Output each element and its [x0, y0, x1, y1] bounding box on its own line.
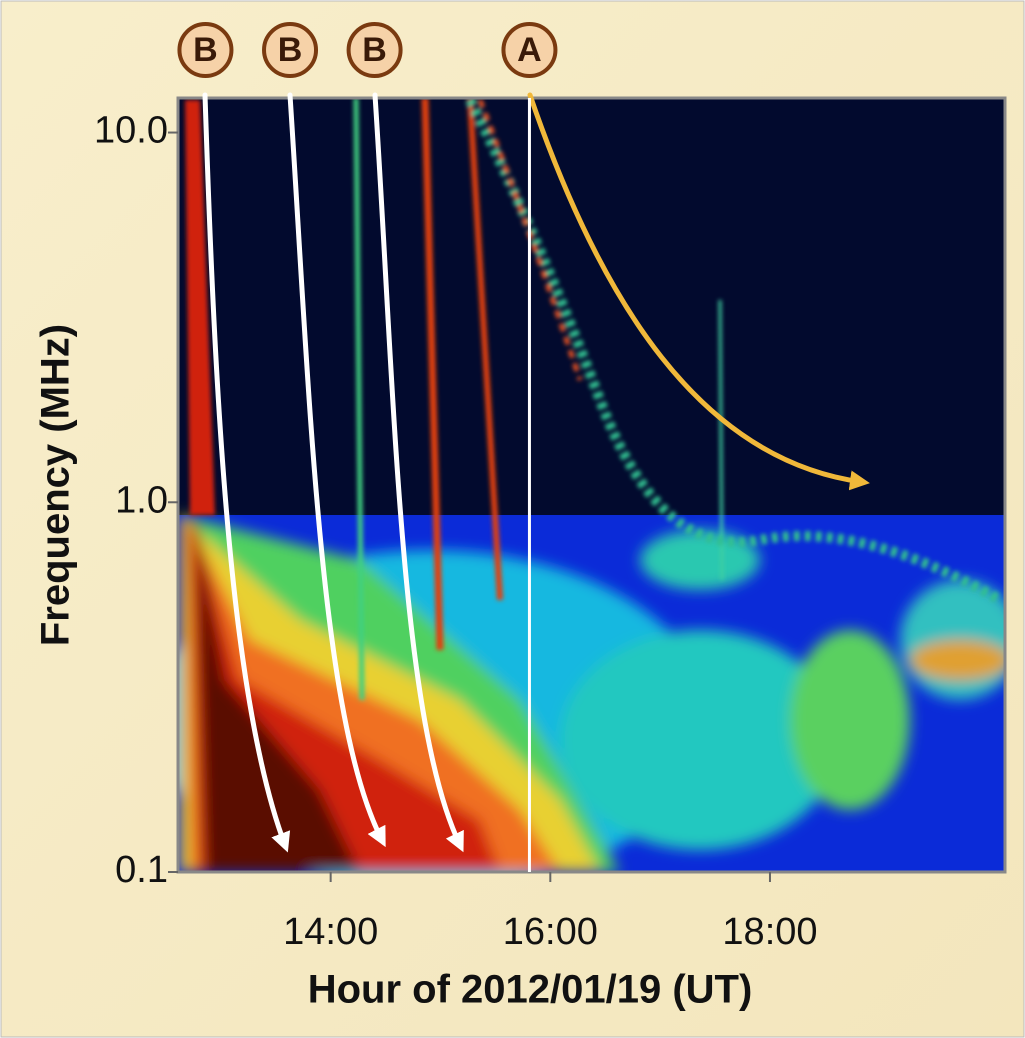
- x-tick-label: 16:00: [503, 911, 598, 953]
- annotation-marker: [177, 22, 234, 78]
- annotation-marker: [262, 22, 319, 78]
- annotation-marker: [501, 22, 558, 78]
- y-axis-title: Frequency (MHz): [34, 324, 78, 646]
- annotation-marker: [346, 22, 403, 78]
- annotation-label: B: [362, 31, 387, 69]
- annotation-label: A: [517, 31, 542, 69]
- plot-frame: [176, 96, 1007, 874]
- spectrogram: [178, 98, 1005, 872]
- y-tick-label: 1.0: [115, 479, 168, 521]
- x-tick-label: 14:00: [283, 911, 378, 953]
- y-tick-label: 0.1: [115, 849, 168, 891]
- annotation-label: B: [278, 31, 303, 69]
- annotation-label: B: [193, 31, 218, 69]
- y-tick-label: 10.0: [94, 110, 168, 152]
- arrows: [202, 92, 870, 853]
- x-axis-title: Hour of 2012/01/19 (UT): [308, 968, 753, 1012]
- x-tick-label: 18:00: [722, 911, 817, 953]
